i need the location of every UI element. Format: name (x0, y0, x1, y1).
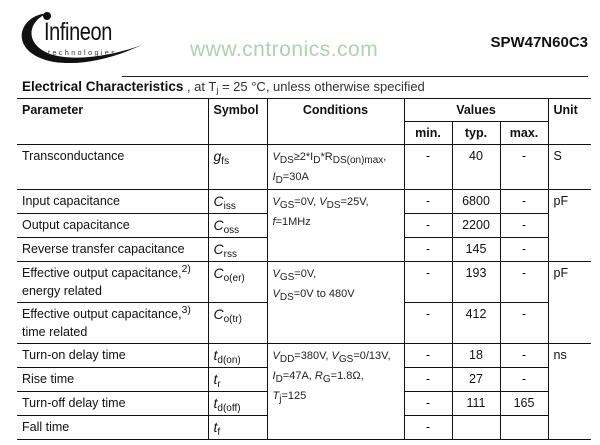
unit-cell: ns (547, 343, 591, 440)
header-typ: typ. (451, 121, 500, 145)
max-value: 165 (499, 391, 548, 416)
symbol-cell: td(on) (207, 343, 267, 368)
table-row: Transconductance gfs VDS≥2*ID*RDS(on)max, I… (17, 144, 591, 190)
parameter-cell: Rise time (17, 367, 208, 392)
max-value: - (499, 237, 548, 262)
symbol-cell: Crss (207, 237, 267, 262)
max-value (499, 415, 548, 440)
part-number: SPW47N60C3 (490, 34, 588, 51)
min-value: - (403, 415, 452, 440)
header-divider (122, 76, 588, 77)
max-value: - (499, 144, 548, 190)
min-value: - (403, 144, 452, 190)
caption-title: Electrical Characteristics (22, 79, 184, 94)
unit-cell: pF (547, 261, 591, 344)
electrical-characteristics-table: Parameter Symbol Conditions Values Unit … (17, 98, 591, 440)
parameter-cell: Reverse transfer capacitance (17, 237, 208, 262)
parameter-cell: Effective output capacitance,2) energy re… (17, 261, 208, 303)
typ-value: 40 (451, 144, 500, 190)
table-caption: Electrical Characteristics , at Tj = 25 … (22, 79, 425, 95)
parameter-cell: Input capacitance (17, 189, 208, 214)
min-value: - (403, 261, 452, 303)
typ-value: 111 (451, 391, 500, 416)
typ-value (451, 415, 500, 440)
conditions-cell: VGS=0V, VDS=25V, f=1MHz (266, 189, 404, 262)
unit-cell: S (547, 144, 591, 190)
min-value: - (403, 343, 452, 368)
typ-value: 412 (451, 302, 500, 344)
symbol-cell: Coss (207, 213, 267, 238)
table-row: Turn-on delay time td(on) VDD=380V, VGS=0/… (17, 343, 591, 440)
min-value: - (403, 189, 452, 214)
table-row: Effective output capacitance,3) time rela… (17, 302, 591, 344)
typ-value: 145 (451, 237, 500, 262)
min-value: - (403, 391, 452, 416)
table-row: Effective output capacitance,2) energy re… (17, 261, 591, 344)
table-row: Turn-off delay time td(off) -111 165 (17, 391, 591, 416)
symbol-cell: Co(tr) (207, 302, 267, 344)
header-values: Values (403, 98, 548, 122)
parameter-cell: Fall time (17, 415, 208, 440)
header-conditions: Conditions (266, 98, 404, 145)
parameter-cell: Transconductance (17, 144, 208, 190)
caption-subscript: j (216, 85, 219, 95)
typ-value: 2200 (451, 213, 500, 238)
header-parameter: Parameter (17, 98, 208, 145)
conditions-cell: VDD=380V, VGS=0/13V, ID=47A, RG=1.8Ω, Tj=1… (266, 343, 404, 440)
parameter-cell: Output capacitance (17, 213, 208, 238)
infineon-logo: Infineon technologies (14, 6, 149, 68)
header-min: min. (403, 121, 452, 145)
symbol-cell: td(off) (207, 391, 267, 416)
typ-value: 27 (451, 367, 500, 392)
parameter-cell: Turn-off delay time (17, 391, 208, 416)
table-row: Reverse transfer capacitance Crss -145- (17, 237, 591, 262)
typ-value: 18 (451, 343, 500, 368)
min-value: - (403, 302, 452, 344)
symbol-cell: Co(er) (207, 261, 267, 303)
caption-text-end: = 25 °C, unless otherwise specified (218, 79, 425, 94)
table-row: Rise time tr -27- (17, 367, 591, 392)
table-row: Input capacitance Ciss VGS=0V, VDS=25V, f=1… (17, 189, 591, 262)
max-value: - (499, 343, 548, 368)
conditions-cell: VGS=0V, VDS=0V to 480V (266, 261, 404, 344)
typ-value: 193 (451, 261, 500, 303)
typ-value: 6800 (451, 189, 500, 214)
symbol-cell: tr (207, 367, 267, 392)
logo-swoosh-icon (21, 12, 145, 64)
symbol-cell: tf (207, 415, 267, 440)
min-value: - (403, 237, 452, 262)
table-row: Output capacitance Coss -2200- (17, 213, 591, 238)
min-value: - (403, 367, 452, 392)
parameter-cell: Turn-on delay time (17, 343, 208, 368)
max-value: - (499, 367, 548, 392)
symbol-cell: Ciss (207, 189, 267, 214)
max-value: - (499, 189, 548, 214)
max-value: - (499, 261, 548, 303)
logo-subtext: technologies (48, 50, 118, 57)
symbol-cell: gfs (207, 144, 267, 190)
caption-text: , at T (183, 79, 217, 94)
min-value: - (403, 213, 452, 238)
table-row: Fall time tf - (17, 415, 591, 440)
header-max: max. (499, 121, 548, 145)
header-symbol: Symbol (207, 98, 267, 145)
max-value: - (499, 213, 548, 238)
parameter-cell: Effective output capacitance,3) time rela… (17, 302, 208, 344)
max-value: - (499, 302, 548, 344)
unit-cell: pF (547, 189, 591, 262)
header-unit: Unit (547, 98, 591, 145)
conditions-cell: VDS≥2*ID*RDS(on)max, ID=30A (266, 144, 404, 190)
watermark: www.cntronics.com (190, 38, 379, 61)
logo-text: Infineon (44, 18, 112, 46)
